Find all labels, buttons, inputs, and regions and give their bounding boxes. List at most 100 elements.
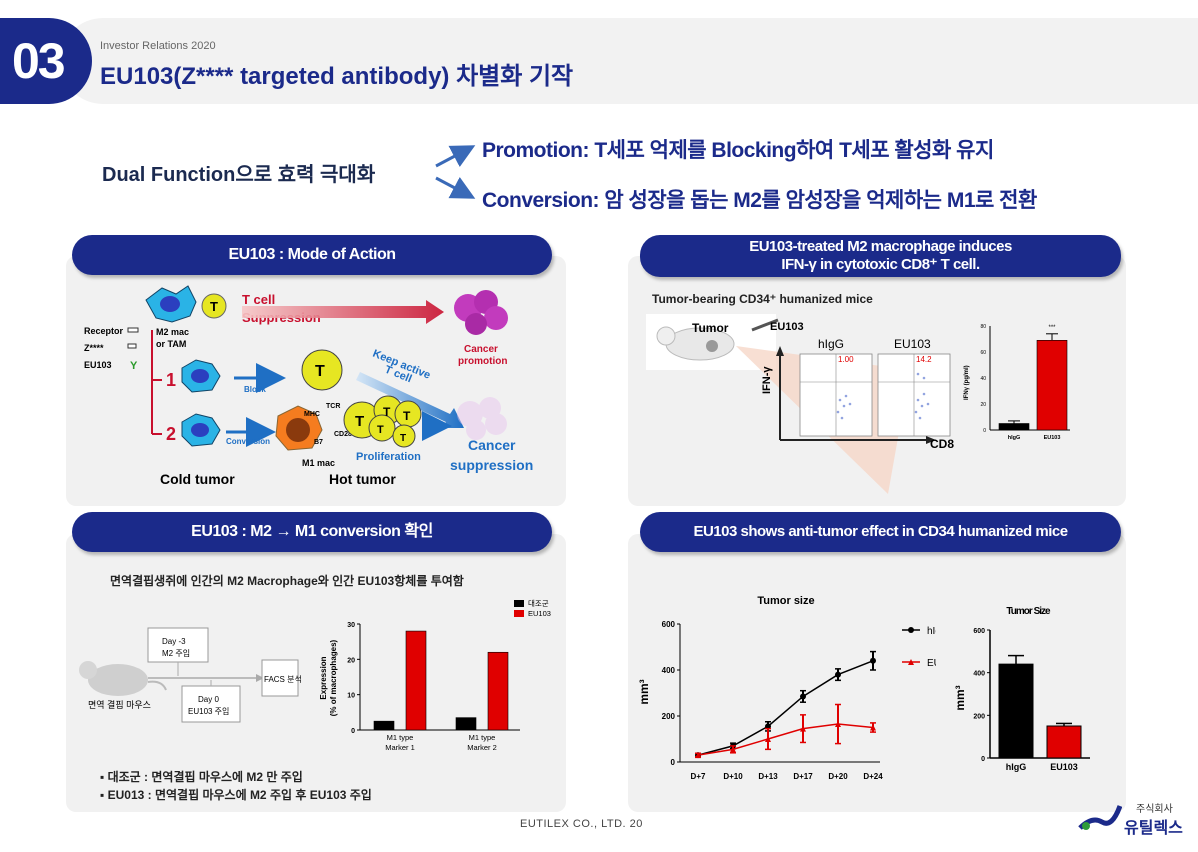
t-letter: T <box>210 299 218 314</box>
conv-title: EU103 : M2 → M1 conversion 확인 <box>72 512 552 552</box>
data-point <box>835 671 841 678</box>
bullet-2: ▪ EU013 : 면역결핍 마우스에 M2 주입 후 EU103 주입 <box>100 788 372 802</box>
facs-box <box>261 659 299 697</box>
t-cell-icon-2 <box>301 349 343 391</box>
day0-label-2: EU103 주입 <box>188 707 229 716</box>
data-point <box>730 746 736 753</box>
ifn-diagram: Tumor EU103 hIgG EU103 1.00 14.2 IFN-γ C… <box>646 314 954 494</box>
cold-tumor-label: Cold tumor <box>160 471 235 487</box>
conversion-label: Conversion <box>226 437 270 446</box>
dying-cancer-cell-icon <box>457 397 507 440</box>
t-letter-7: T <box>400 433 406 444</box>
x-tick-label: EU103 <box>1050 762 1078 772</box>
t-letter-6: T <box>377 424 384 436</box>
conv-bar-chart: 0 10 20 30 Expression (% of macrophages) M1 ty… <box>319 599 551 752</box>
significance-label: *** <box>1048 325 1056 331</box>
data-point <box>870 657 876 664</box>
tumor-line-chart: Tumor size 0 200 400 600 mm³ D+7 D+10 D+13 D+17 D+… <box>637 595 936 781</box>
tcr-label: TCR <box>326 403 340 410</box>
legend-label: 대조군 <box>528 599 549 608</box>
ifn-title-line1: EU103-treated M2 macrophage induces <box>749 238 1012 255</box>
moa-diagram: Receptor Z**** EU103 Y M2 mac or TAM T T… <box>84 285 533 487</box>
y-axis-label: mm³ <box>953 685 967 710</box>
t-cell-cluster-icon <box>343 395 422 448</box>
m2-macrophage-icon <box>145 285 197 323</box>
flow-higg-label: hIgG <box>818 337 844 351</box>
conv-panel <box>66 534 566 812</box>
y-tick-label: 10 <box>347 693 355 700</box>
x-tick-label: hIgG <box>1008 435 1021 441</box>
header-subtitle: Investor Relations 2020 <box>100 40 216 52</box>
y-tick-label: 20 <box>347 657 355 664</box>
cancer-suppression-label-1: Cancer <box>468 437 516 453</box>
y-axis-label: IFNγ (pg/ml) <box>964 365 970 400</box>
tumor-bar-chart: Tumor Size 0 200 400 600 mm³ hIgG EU103 <box>953 606 1090 772</box>
x-tick-label: Marker 2 <box>467 743 497 752</box>
y-tick-label: 30 <box>347 622 355 629</box>
promotion-line: Promotion: T세포 억제를 Blocking하여 T세포 활성화 유지 <box>482 139 994 162</box>
series-line <box>697 660 874 756</box>
x-tick-label: D+24 <box>863 772 883 781</box>
y-tick-label: 0 <box>351 728 355 735</box>
cd28-label: CD28 <box>334 431 352 438</box>
cancer-promotion-label-1: Cancer <box>464 344 498 355</box>
data-point <box>800 725 806 732</box>
legend-label: EU103 <box>528 609 551 618</box>
x-tick-label: M1 type <box>387 733 414 742</box>
day0-box <box>181 685 241 723</box>
logo-company-type: 주식회사 <box>1136 804 1173 815</box>
anti-title: EU103 shows anti-tumor effect in CD34 hu… <box>640 512 1121 552</box>
legend-z: Z**** <box>84 343 104 353</box>
bar <box>1046 725 1082 759</box>
chart-title: Tumor size <box>757 595 814 607</box>
ifn-title-line2: IFN-γ in cytotoxic CD8⁺ T cell. <box>781 256 980 273</box>
y-tick-label: 400 <box>973 671 985 678</box>
t-cell-label: T cell <box>242 292 275 307</box>
bar <box>373 720 395 731</box>
y-tick-label: 0 <box>671 758 676 767</box>
conversion-line: Conversion: 암 성장을 돕는 M2를 암성장을 억제하는 M1로 전… <box>482 189 1037 212</box>
series-line <box>697 723 874 756</box>
conv-protocol-diagram: 면역 결핍 마우스 Day -3 M2 주입 Day 0 EU103 주입 FA… <box>79 627 302 723</box>
block-label: Block <box>244 385 266 394</box>
suppression-arrow-icon <box>242 300 444 324</box>
m2-label: M2 mac <box>156 327 189 337</box>
x-tick-label: D+10 <box>723 772 743 781</box>
t-letter-3: T <box>355 413 364 430</box>
y-tick-label: 80 <box>980 324 986 330</box>
y-tick-label: 40 <box>980 376 986 382</box>
mouse-label: 면역 결핍 마우스 <box>88 700 151 710</box>
flow-eu103-label: EU103 <box>894 337 931 351</box>
y-tick-label: 600 <box>662 620 676 629</box>
b7-label: B7 <box>314 439 323 446</box>
data-point <box>800 693 806 700</box>
legend-swatch <box>514 600 524 607</box>
data-point <box>695 752 701 759</box>
syringe-icon <box>751 318 779 332</box>
data-point <box>835 721 841 728</box>
ifn-title: EU103-treated M2 macrophage induces IFN-… <box>640 235 1121 277</box>
flow-eu103-value: 14.2 <box>916 355 932 364</box>
y-tick-label: 600 <box>973 628 985 635</box>
anti-panel <box>628 534 1126 812</box>
mice-label: Tumor-bearing CD34⁺ humanized mice <box>652 292 873 306</box>
y-tick-label: 0 <box>981 756 985 763</box>
y-axis-label-2: (% of macrophages) <box>329 639 338 716</box>
m2-macrophage-icon-3 <box>181 413 221 447</box>
bullet-2-text: EU013 : 면역결핍 마우스에 M2 주입 후 EU103 주입 <box>107 788 372 802</box>
or-tam-label: or TAM <box>156 339 186 349</box>
bullet-1-text: 대조군 : 면역결핍 마우스에 M2 만 주입 <box>107 770 303 784</box>
day3-label-2: M2 주입 <box>162 649 190 658</box>
conv-subtitle: 면역결핍생쥐에 인간의 M2 Macrophage와 인간 EU103항체를 투… <box>110 574 464 588</box>
y-tick-label: 20 <box>980 402 986 408</box>
proliferation-label: Proliferation <box>356 451 421 463</box>
dual-function-label: Dual Function으로 효력 극대화 <box>102 164 376 186</box>
bar <box>998 423 1030 431</box>
x-tick-label: D+17 <box>793 772 813 781</box>
x-tick-label: hIgG <box>1006 762 1027 772</box>
y-tick-label: 200 <box>973 713 985 720</box>
t-letter-2: T <box>315 363 325 380</box>
x-tick-label: M1 type <box>469 733 496 742</box>
cancer-promotion-label-2: promotion <box>458 356 507 367</box>
header-band <box>60 18 1198 104</box>
